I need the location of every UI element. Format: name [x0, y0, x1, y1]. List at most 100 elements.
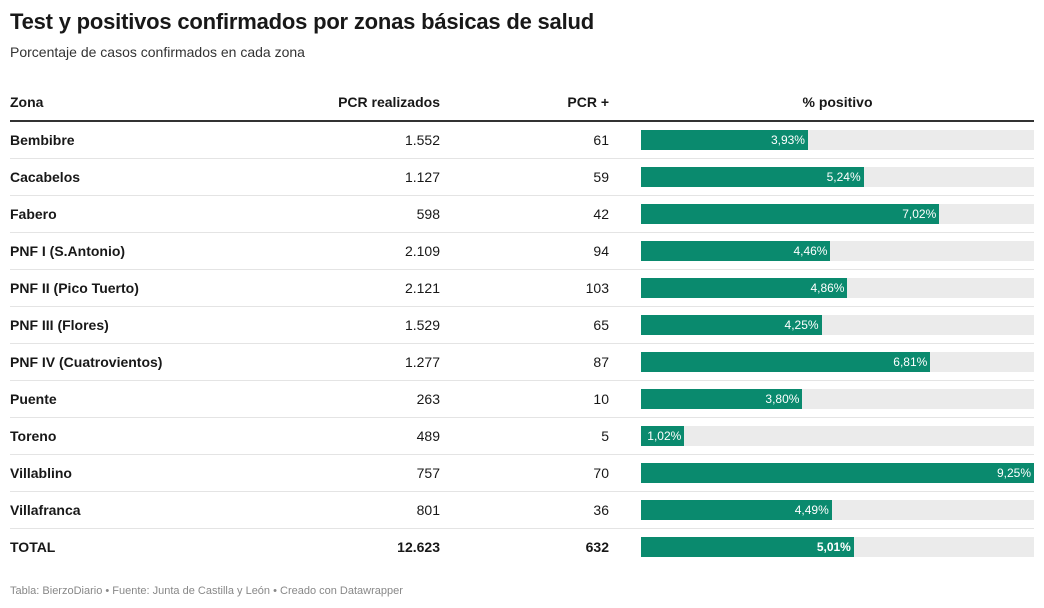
bar-track: 5,24%: [641, 167, 1034, 187]
bar-value-label: 4,46%: [793, 244, 828, 258]
bar-value-label: 1,02%: [647, 429, 682, 443]
porcentaje-positivo-cell: 5,24%: [641, 158, 1034, 196]
pcr-positivos-cell: 65: [440, 306, 609, 344]
bar-track: 3,93%: [641, 130, 1034, 150]
zona-cell: Toreno: [10, 417, 210, 455]
bar-value-label: 4,86%: [810, 281, 845, 295]
pcr-realizados-cell: 2.121: [210, 269, 440, 307]
pcr-realizados-cell: 263: [210, 380, 440, 418]
bar-fill: 7,02%: [641, 204, 940, 224]
table-row: Toreno 489 5 1,02%: [10, 417, 1034, 455]
table-total-row: TOTAL 12.623 632 5,01%: [10, 529, 1034, 566]
zona-cell: PNF IV (Cuatrovientos): [10, 343, 210, 381]
bar-track: 6,81%: [641, 352, 1034, 372]
bar-fill: 4,86%: [641, 278, 848, 298]
spacer-cell: [609, 380, 641, 418]
bar-track: 9,25%: [641, 463, 1034, 483]
footer-credits: Tabla: BierzoDiario • Fuente: Junta de C…: [10, 585, 403, 597]
chart-subtitle: Porcentaje de casos confirmados en cada …: [10, 44, 305, 60]
zona-cell: TOTAL: [10, 539, 56, 555]
table-row: Villablino 757 70 9,25%: [10, 454, 1034, 492]
spacer-cell: [609, 306, 641, 344]
bar-track: 3,80%: [641, 389, 1034, 409]
zona-cell: Villafranca: [10, 491, 210, 529]
porcentaje-positivo-cell: 4,49%: [641, 491, 1034, 529]
spacer-cell: [609, 491, 641, 529]
pcr-positivos-cell: 70: [440, 454, 609, 492]
bar-fill: 4,49%: [641, 500, 832, 520]
zona-cell: PNF III (Flores): [10, 306, 210, 344]
bar-value-label: 9,25%: [996, 466, 1031, 480]
spacer-cell: [609, 232, 641, 270]
pcr-realizados-cell: 489: [210, 417, 440, 455]
bar-fill: 4,46%: [641, 241, 831, 261]
porcentaje-positivo-cell: 3,80%: [641, 380, 1034, 418]
table-row: Fabero 598 42 7,02%: [10, 195, 1034, 233]
pcr-positivos-cell: 42: [440, 195, 609, 233]
pcr-realizados-cell: 12.623: [397, 539, 440, 555]
header-pcr-realizados[interactable]: PCR realizados: [210, 84, 440, 122]
pcr-positivos-cell: 94: [440, 232, 609, 270]
pcr-positivos-cell: 87: [440, 343, 609, 381]
porcentaje-positivo-cell: 6,81%: [641, 343, 1034, 381]
bar-fill: 5,01%: [641, 537, 854, 557]
pcr-realizados-cell: 598: [210, 195, 440, 233]
table-row: Puente 263 10 3,80%: [10, 380, 1034, 418]
pcr-positivos-cell: 5: [440, 417, 609, 455]
bar-fill: 5,24%: [641, 167, 864, 187]
spacer-cell: [609, 417, 641, 455]
pcr-realizados-cell: 1.552: [210, 121, 440, 159]
table-body: Bembibre 1.552 61 3,93% Cacabelos 1.127 59 5,24…: [10, 121, 1034, 565]
spacer-cell: [609, 158, 641, 196]
pcr-positivos-cell: 59: [440, 158, 609, 196]
bar-track: 1,02%: [641, 426, 1034, 446]
header-porcentaje-positivo[interactable]: % positivo: [641, 84, 1034, 122]
pcr-realizados-cell: 801: [210, 491, 440, 529]
header-pcr-positivos[interactable]: PCR +: [440, 84, 609, 122]
table-row: PNF II (Pico Tuerto) 2.121 103 4,86%: [10, 269, 1034, 307]
porcentaje-positivo-cell: 4,46%: [641, 232, 1034, 270]
zona-cell: PNF I (S.Antonio): [10, 232, 210, 270]
header-zona[interactable]: Zona: [10, 84, 210, 122]
bar-track: 4,25%: [641, 315, 1034, 335]
bar-track: 5,01%: [641, 537, 1034, 557]
pcr-realizados-cell: 1.529: [210, 306, 440, 344]
pcr-positivos-cell: 36: [440, 491, 609, 529]
zona-cell: Cacabelos: [10, 158, 210, 196]
pcr-positivos-cell: 632: [585, 539, 609, 555]
zona-cell: Fabero: [10, 195, 210, 233]
zona-cell: Villablino: [10, 454, 210, 492]
porcentaje-positivo-cell: 3,93%: [641, 121, 1034, 159]
pcr-realizados-cell: 757: [210, 454, 440, 492]
zona-cell: Bembibre: [10, 121, 210, 159]
table-row: Cacabelos 1.127 59 5,24%: [10, 158, 1034, 196]
bar-fill: 1,02%: [641, 426, 685, 446]
pcr-realizados-cell: 2.109: [210, 232, 440, 270]
spacer-cell: [609, 195, 641, 233]
spacer-cell: [609, 343, 641, 381]
spacer-cell: [609, 121, 641, 159]
bar-track: 4,86%: [641, 278, 1034, 298]
bar-value-label: 3,93%: [770, 133, 805, 147]
bar-track: 4,46%: [641, 241, 1034, 261]
zona-cell: PNF II (Pico Tuerto): [10, 269, 210, 307]
porcentaje-positivo-cell: 4,86%: [641, 269, 1034, 307]
bar-value-label: 3,80%: [765, 392, 800, 406]
table-row: Villafranca 801 36 4,49%: [10, 491, 1034, 529]
pcr-realizados-cell: 1.277: [210, 343, 440, 381]
bar-track: 7,02%: [641, 204, 1034, 224]
porcentaje-positivo-cell: 1,02%: [641, 417, 1034, 455]
porcentaje-positivo-cell: 7,02%: [641, 195, 1034, 233]
bar-value-label: 5,01%: [816, 540, 851, 554]
bar-fill: 6,81%: [641, 352, 931, 372]
pcr-positivos-cell: 103: [440, 269, 609, 307]
bar-value-label: 6,81%: [893, 355, 928, 369]
pcr-positivos-cell: 61: [440, 121, 609, 159]
bar-fill: 3,80%: [641, 389, 803, 409]
bar-value-label: 5,24%: [826, 170, 861, 184]
bar-track: 4,49%: [641, 500, 1034, 520]
chart-title: Test y positivos confirmados por zonas b…: [10, 9, 594, 34]
bar-value-label: 7,02%: [902, 207, 937, 221]
table-row: PNF I (S.Antonio) 2.109 94 4,46%: [10, 232, 1034, 270]
zona-cell: Puente: [10, 380, 210, 418]
